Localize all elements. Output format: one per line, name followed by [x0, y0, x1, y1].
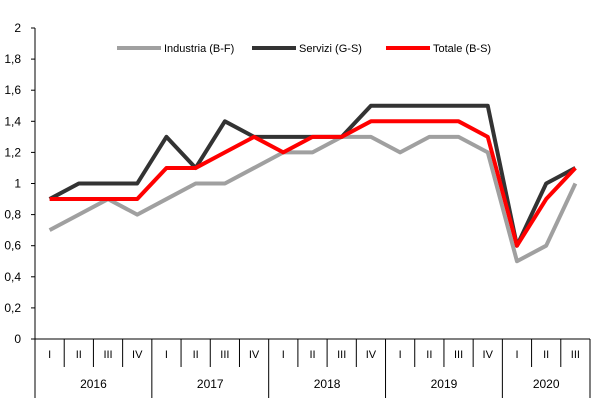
y-tick-label: 1,6: [4, 83, 21, 97]
x-quarter-label: IV: [366, 349, 377, 361]
x-quarter-label: I: [282, 349, 285, 361]
x-quarter-label: II: [76, 349, 82, 361]
y-tick-label: 0: [14, 332, 21, 346]
x-quarter-label: I: [48, 349, 51, 361]
series-line-2: [49, 119, 577, 248]
x-year-label: 2018: [314, 377, 341, 391]
x-quarter-label: I: [399, 349, 402, 361]
x-year-label: 2017: [197, 377, 224, 391]
y-tick-label: 0,2: [4, 301, 21, 315]
series-lines: [48, 103, 578, 264]
legend-label-0: Industria (B-F): [164, 43, 234, 55]
x-year-label: 2020: [533, 377, 560, 391]
x-quarter-label: I: [165, 349, 168, 361]
x-quarter-label: I: [515, 349, 518, 361]
x-quarter-label: II: [426, 349, 432, 361]
x-quarter-label: IV: [132, 349, 143, 361]
x-year-label: 2019: [431, 377, 458, 391]
y-tick-label: 1,8: [4, 52, 21, 66]
legend-label-1: Servizi (G-S): [299, 43, 362, 55]
y-tick-label: 0,8: [4, 208, 21, 222]
y-tick-label: 0,6: [4, 239, 21, 253]
x-quarter-label: III: [337, 349, 346, 361]
y-tick-label: 1: [14, 177, 21, 191]
legend: Industria (B-F) Servizi (G-S) Totale (B-S): [117, 43, 491, 55]
legend-label-2: Totale (B-S): [433, 43, 491, 55]
y-tick-label: 0,4: [4, 270, 21, 284]
x-quarter-label: III: [220, 349, 229, 361]
y-axis-ticks: 0 0,2 0,4 0,6 0,8 1 1,2 1,4 1,6 1,8 2: [4, 21, 35, 346]
y-tick-label: 1,4: [4, 114, 21, 128]
x-quarter-label: II: [543, 349, 549, 361]
x-quarter-label: IV: [249, 349, 260, 361]
x-year-label: 2016: [80, 377, 107, 391]
x-quarter-label: II: [309, 349, 315, 361]
y-tick-label: 2: [14, 21, 21, 35]
series-line-0: [48, 134, 578, 264]
x-quarter-label: III: [571, 349, 580, 361]
y-tick-label: 1,2: [4, 145, 21, 159]
x-quarter-label: III: [103, 349, 112, 361]
x-quarter-label: III: [454, 349, 463, 361]
x-quarter-label: IV: [483, 349, 494, 361]
x-axis-ticks: I II III IV I II III IV I II III IV I II III IV I II III20…: [34, 339, 591, 398]
x-quarter-label: II: [193, 349, 199, 361]
